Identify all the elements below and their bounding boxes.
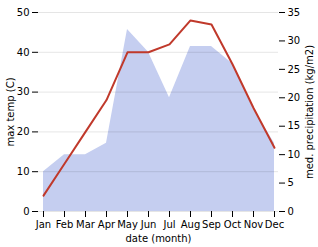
svg-text:Apr: Apr	[98, 219, 116, 230]
svg-text:med. precipitation (kg/m2): med. precipitation (kg/m2)	[304, 45, 315, 179]
svg-text:Sep: Sep	[202, 219, 221, 230]
svg-text:date (month): date (month)	[126, 233, 192, 244]
svg-text:Jun: Jun	[140, 219, 157, 230]
svg-text:Jan: Jan	[35, 219, 51, 230]
svg-text:0: 0	[23, 206, 29, 217]
svg-text:max temp (C): max temp (C)	[5, 77, 16, 146]
svg-text:Oct: Oct	[224, 219, 241, 230]
svg-text:Mar: Mar	[76, 219, 96, 230]
svg-text:25: 25	[288, 64, 301, 75]
svg-text:20: 20	[17, 126, 30, 137]
svg-text:May: May	[117, 219, 138, 230]
svg-text:30: 30	[288, 35, 301, 46]
svg-text:5: 5	[288, 177, 294, 188]
svg-text:Feb: Feb	[56, 219, 74, 230]
svg-text:20: 20	[288, 92, 301, 103]
svg-text:50: 50	[17, 7, 30, 18]
svg-text:10: 10	[17, 166, 30, 177]
svg-text:15: 15	[288, 120, 301, 131]
svg-text:0: 0	[288, 206, 294, 217]
svg-text:Jul: Jul	[162, 219, 175, 230]
svg-text:40: 40	[17, 47, 30, 58]
svg-text:Nov: Nov	[244, 219, 264, 230]
svg-text:Aug: Aug	[181, 219, 201, 230]
svg-text:35: 35	[288, 7, 301, 18]
svg-text:Dec: Dec	[265, 219, 284, 230]
svg-text:30: 30	[17, 86, 30, 97]
svg-text:10: 10	[288, 149, 301, 160]
